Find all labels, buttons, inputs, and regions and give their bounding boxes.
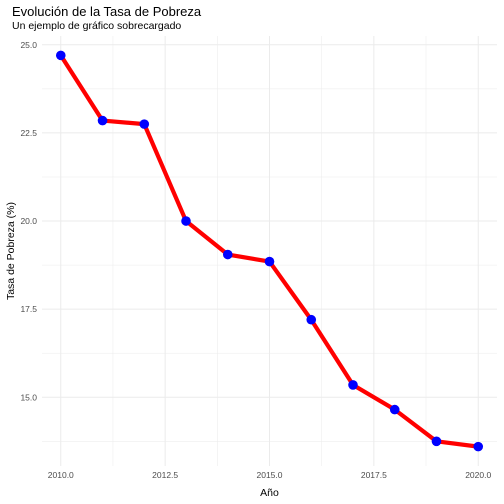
y-tick-label-1: 17.5 [20, 304, 37, 314]
data-point-3 [181, 216, 191, 226]
x-tick-label-3: 2017.5 [361, 470, 387, 480]
y-tick-label-2: 20.0 [20, 216, 37, 226]
x-axis-title: Año [260, 487, 279, 499]
y-axis-title: Tasa de Pobreza (%) [5, 202, 17, 300]
x-tick-labels: 2010.0 2012.5 2015.0 2017.5 2020.0 [48, 470, 492, 480]
y-tick-label-3: 22.5 [20, 128, 37, 138]
data-point-1 [97, 115, 108, 126]
chart-subtitle: Un ejemplo de gráfico sobrecargado [12, 20, 182, 32]
data-point-10 [473, 441, 484, 452]
x-tick-label-0: 2010.0 [48, 470, 74, 480]
x-tick-label-4: 2020.0 [465, 470, 491, 480]
y-tick-labels: 15.0 17.5 20.0 22.5 25.0 [20, 40, 37, 402]
series-points-group [55, 50, 484, 452]
y-tick-label-4: 25.0 [20, 40, 37, 50]
data-point-8 [389, 404, 400, 415]
data-point-9 [431, 436, 442, 447]
chart-title: Evolución de la Tasa de Pobreza [12, 4, 202, 19]
grid-major [42, 36, 497, 466]
data-point-7 [348, 380, 358, 390]
data-point-6 [306, 314, 317, 325]
y-tick-label-0: 15.0 [20, 392, 37, 402]
x-tick-label-2: 2015.0 [257, 470, 283, 480]
data-point-5 [264, 256, 275, 267]
data-point-0 [55, 50, 66, 61]
data-point-2 [139, 119, 150, 129]
x-tick-label-1: 2012.5 [152, 470, 178, 480]
data-point-4 [222, 249, 233, 260]
